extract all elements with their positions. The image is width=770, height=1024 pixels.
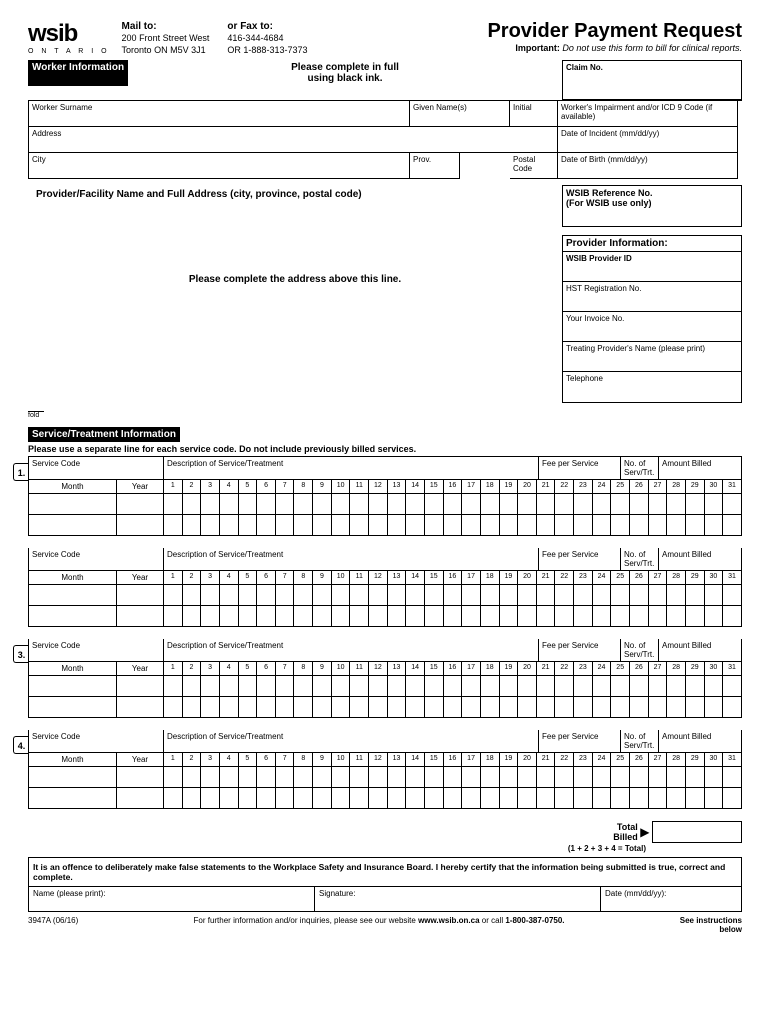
total-billed-field[interactable] [652,821,742,843]
service-block-1: 1.Service CodeDescription of Service/Tre… [28,457,742,536]
complete-note: Please complete in full using black ink. [128,60,562,86]
amount-field[interactable]: Amount Billed [659,548,741,570]
service-number: 1. [13,463,29,481]
see-instructions: See instructions below [680,916,742,934]
service-header: Service/Treatment Information [28,427,180,442]
logo-subtext: O N T A R I O [28,48,110,55]
amount-field[interactable]: Amount Billed [659,730,741,752]
service-desc-field[interactable]: Description of Service/Treatment [164,548,539,570]
fax-line2: OR 1-888-313-7373 [227,45,307,55]
claim-no-field[interactable]: Claim No. [562,60,742,100]
service-code-field[interactable]: Service Code [29,639,164,661]
prov-field[interactable]: Prov. [410,153,460,179]
provider-info-box: Provider Information: WSIB Provider ID H… [562,235,742,403]
fee-field[interactable]: Fee per Service [539,639,621,661]
form-number: 3947A (06/16) [28,916,78,925]
service-desc-field[interactable]: Description of Service/Treatment [164,639,539,661]
provider-id-field[interactable]: WSIB Provider ID [563,252,741,282]
service-desc-field[interactable]: Description of Service/Treatment [164,457,539,479]
invoice-field[interactable]: Your Invoice No. [563,312,741,342]
service-code-field[interactable]: Service Code [29,457,164,479]
service-block-4: 4.Service CodeDescription of Service/Tre… [28,730,742,809]
amount-field[interactable]: Amount Billed [659,639,741,661]
postal-field[interactable]: Postal Code [510,153,558,179]
service-block-2: Service CodeDescription of Service/Treat… [28,548,742,627]
impairment-field[interactable]: Worker's Impairment and/or ICD 9 Code (i… [558,101,738,127]
mail-line1: 200 Front Street West [122,33,210,43]
fee-field[interactable]: Fee per Service [539,457,621,479]
page-title: Provider Payment Request [487,20,742,43]
incident-field[interactable]: Date of Incident (mm/dd/yy) [558,127,738,153]
num-serv-field[interactable]: No. of Serv/Trt. [621,639,659,661]
mail-info: Mail to: 200 Front Street West Toronto O… [122,20,488,56]
mail-title: Mail to: [122,21,157,32]
logo: wsib O N T A R I O [28,20,110,55]
num-serv-field[interactable]: No. of Serv/Trt. [621,730,659,752]
header: wsib O N T A R I O Mail to: 200 Front St… [28,20,742,56]
fax-title: or Fax to: [227,21,273,32]
worker-grid: Worker Surname Given Name(s) Initial Wor… [28,100,742,179]
service-note: Please use a separate line for each serv… [28,442,742,457]
fee-field[interactable]: Fee per Service [539,548,621,570]
telephone-field[interactable]: Telephone [563,372,741,402]
sign-name-field[interactable]: Name (please print): [29,887,315,911]
amount-field[interactable]: Amount Billed [659,457,741,479]
provider-facility-label: Provider/Facility Name and Full Address … [28,185,562,204]
service-code-field[interactable]: Service Code [29,730,164,752]
worker-info-header: Worker Information [28,60,128,86]
address-field[interactable]: Address [28,127,558,153]
service-number: 4. [13,736,29,754]
address-note: Please complete the address above this l… [28,274,562,285]
offence-box: It is an offence to deliberately make fa… [28,857,742,912]
given-name-field[interactable]: Given Name(s) [410,101,510,127]
num-serv-field[interactable]: No. of Serv/Trt. [621,548,659,570]
important-label: Important: [515,43,560,53]
surname-field[interactable]: Worker Surname [28,101,410,127]
important-text: Do not use this form to bill for clinica… [562,43,742,53]
fax-line1: 416-344-4684 [227,33,283,43]
logo-text: wsib [28,20,110,48]
num-serv-field[interactable]: No. of Serv/Trt. [621,457,659,479]
fee-field[interactable]: Fee per Service [539,730,621,752]
initial-field[interactable]: Initial [510,101,558,127]
offence-text: It is an offence to deliberately make fa… [33,862,737,882]
treating-field[interactable]: Treating Provider's Name (please print) [563,342,741,372]
provider-info-header: Provider Information: [563,236,741,252]
sign-date-field[interactable]: Date (mm/dd/yy): [601,887,741,911]
total-row: Total Billed ▶ (1 + 2 + 3 + 4 = Total) [28,821,742,853]
title-block: Provider Payment Request Important: Do n… [487,20,742,53]
footer: 3947A (06/16) For further information an… [28,916,742,934]
service-block-3: 3.Service CodeDescription of Service/Tre… [28,639,742,718]
mail-line2: Toronto ON M5V 3J1 [122,45,206,55]
dob-field[interactable]: Date of Birth (mm/dd/yy) [558,153,738,179]
service-desc-field[interactable]: Description of Service/Treatment [164,730,539,752]
service-number: 3. [13,645,29,663]
city-field[interactable]: City [28,153,410,179]
signature-field[interactable]: Signature: [315,887,601,911]
hst-field[interactable]: HST Registration No. [563,282,741,312]
fold-mark: fold [28,411,44,419]
wsib-ref-field: WSIB Reference No. (For WSIB use only) [562,185,742,227]
service-code-field[interactable]: Service Code [29,548,164,570]
